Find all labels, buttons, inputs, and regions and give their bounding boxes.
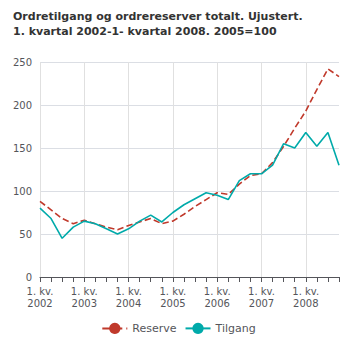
svg-text:Reserve: Reserve (132, 322, 176, 335)
svg-text:2005: 2005 (160, 298, 185, 309)
svg-text:2006: 2006 (204, 298, 229, 309)
svg-text:1. kv.: 1. kv. (204, 286, 231, 297)
svg-text:2008: 2008 (293, 298, 318, 309)
svg-text:Ordretilgang og ordrereserver: Ordretilgang og ordrereserver totalt. Uj… (13, 10, 303, 23)
svg-text:250: 250 (13, 57, 32, 68)
svg-text:1. kv.: 1. kv. (115, 286, 142, 297)
svg-text:2003: 2003 (72, 298, 97, 309)
svg-text:1. kv.: 1. kv. (71, 286, 98, 297)
svg-text:2007: 2007 (249, 298, 274, 309)
svg-text:2004: 2004 (116, 298, 141, 309)
svg-text:150: 150 (13, 143, 32, 154)
svg-text:50: 50 (19, 229, 32, 240)
svg-text:100: 100 (13, 186, 32, 197)
svg-text:1. kv.: 1. kv. (292, 286, 319, 297)
svg-text:1. kvartal 2002-1- kvartal 200: 1. kvartal 2002-1- kvartal 2008. 2005=10… (13, 25, 277, 38)
svg-text:Tilgang: Tilgang (215, 322, 256, 335)
svg-text:1. kv.: 1. kv. (27, 286, 54, 297)
svg-text:200: 200 (13, 100, 32, 111)
svg-text:0: 0 (26, 272, 32, 283)
svg-text:1. kv.: 1. kv. (159, 286, 186, 297)
svg-text:2002: 2002 (27, 298, 52, 309)
svg-text:1. kv.: 1. kv. (248, 286, 275, 297)
